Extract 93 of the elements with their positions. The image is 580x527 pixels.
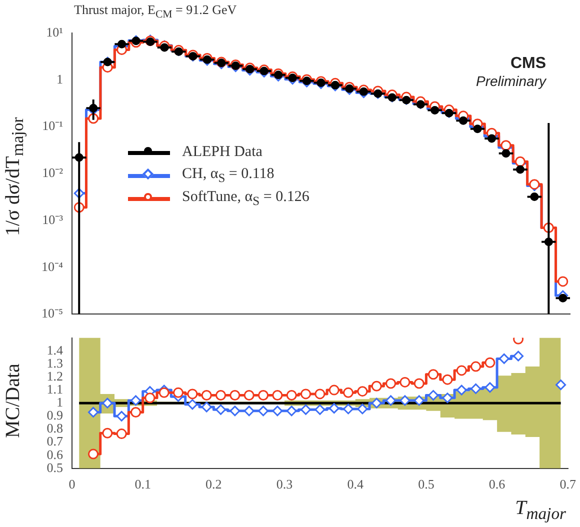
point — [442, 374, 453, 385]
point — [513, 350, 524, 362]
point — [201, 390, 212, 401]
y-tick-label: 0.9 — [46, 408, 63, 423]
y-tick-label: 0.7 — [46, 434, 64, 449]
x-axis-title: T$_{major}$ — [515, 497, 566, 524]
point — [187, 399, 198, 410]
point — [102, 428, 113, 438]
point — [116, 428, 127, 440]
point — [558, 276, 568, 287]
point — [201, 402, 212, 412]
point — [400, 376, 410, 388]
point — [371, 380, 382, 392]
point — [144, 392, 156, 404]
point — [244, 390, 254, 401]
legend-label: CH, α$_{S}$ = 0.118 — [182, 166, 274, 186]
y-tick-label: 1.1 — [46, 381, 63, 396]
point — [428, 369, 439, 380]
x-tick-label: 0 — [68, 476, 76, 492]
x-tick-label: 0.5 — [418, 476, 434, 492]
y-tick-label: 0.8 — [46, 420, 63, 436]
y-tick-label: 10⁻² — [42, 165, 64, 180]
point — [272, 390, 283, 401]
point — [343, 387, 354, 398]
y-tick-label: 1 — [56, 394, 63, 410]
point — [442, 392, 453, 404]
point — [414, 378, 424, 389]
point — [286, 390, 297, 401]
x-tick-label: 0.7 — [560, 476, 576, 492]
point — [130, 395, 142, 406]
annotation: CMS — [509, 55, 546, 73]
point — [328, 403, 340, 414]
point — [556, 380, 566, 390]
chart-title: Thrust major, E$_{CM}$ = 91.2 GeV — [74, 2, 237, 21]
point — [230, 390, 240, 401]
y-tick-label: 10⁻⁴ — [41, 258, 64, 274]
point — [371, 398, 382, 408]
point — [258, 390, 269, 401]
point — [470, 361, 482, 372]
point — [500, 140, 512, 151]
y-tick-label: 0.6 — [46, 446, 64, 462]
point — [470, 383, 482, 394]
x-tick-label: 0.2 — [206, 476, 222, 492]
point — [314, 404, 326, 415]
point — [386, 395, 396, 406]
x-tick-label: 0.1 — [134, 476, 151, 492]
point — [386, 378, 396, 389]
point — [300, 404, 312, 415]
point — [286, 406, 297, 416]
annotation: Preliminary — [476, 73, 546, 89]
point — [116, 410, 127, 422]
y-tick-label: 1 — [56, 71, 63, 86]
point — [102, 398, 113, 408]
y-tick-label: 0.5 — [46, 460, 63, 475]
point — [216, 404, 226, 415]
legend-label: SoftTune, α$_{S}$ = 0.126 — [182, 188, 310, 208]
point — [88, 448, 98, 460]
y-tick-label: 1.3 — [46, 355, 63, 370]
y-tick-label: 10¹ — [46, 24, 64, 40]
x-tick-label: 0.6 — [488, 476, 506, 492]
y-tick-label: 10⁻⁵ — [41, 306, 63, 321]
x-tick-label: 0.4 — [347, 476, 364, 492]
point — [187, 388, 198, 400]
point — [244, 406, 254, 416]
point — [328, 384, 340, 396]
y-tick-label: 10⁻³ — [42, 212, 64, 227]
point — [343, 404, 354, 414]
point — [173, 387, 184, 398]
x-tick-label: 0.3 — [276, 476, 293, 492]
point — [414, 395, 424, 406]
point — [258, 406, 269, 416]
y-tick-label: 1.2 — [46, 368, 63, 384]
point — [272, 406, 283, 416]
point — [456, 365, 467, 376]
point — [357, 386, 368, 397]
point — [357, 404, 368, 414]
point — [216, 390, 226, 401]
point — [484, 382, 496, 393]
point — [456, 384, 467, 396]
point — [230, 406, 240, 416]
point — [130, 406, 142, 418]
point — [428, 390, 439, 401]
point — [400, 395, 410, 406]
y-tick-label: 1.4 — [46, 342, 64, 358]
point — [498, 353, 510, 364]
point — [314, 388, 326, 400]
point — [484, 357, 496, 368]
point — [300, 388, 312, 400]
point — [158, 387, 170, 398]
y-tick-label: 10⁻¹ — [42, 118, 64, 134]
legend-label: ALEPH Data — [182, 144, 262, 161]
y-axis-title: MC/Data — [2, 362, 25, 440]
point — [88, 406, 98, 418]
